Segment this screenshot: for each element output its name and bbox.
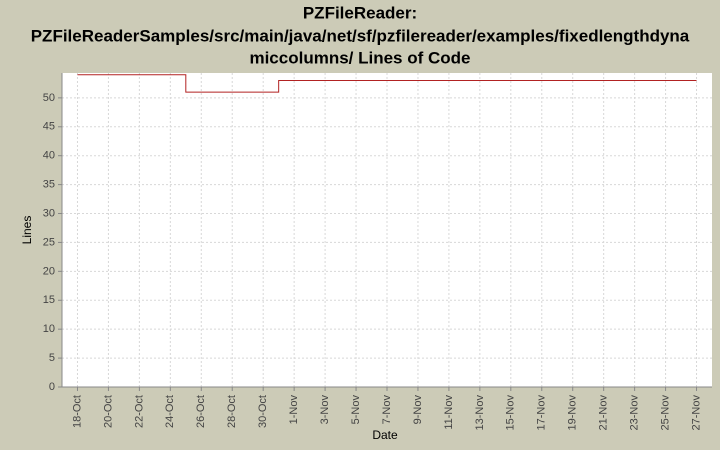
x-tick-label: 24-Oct: [164, 395, 176, 428]
x-tick-label: 28-Oct: [226, 395, 238, 428]
x-tick-label: 27-Nov: [690, 395, 702, 431]
y-tick-label: 5: [49, 352, 55, 364]
line: [77, 74, 697, 93]
chart-title: miccolumns/ Lines of Code: [249, 48, 470, 67]
x-tick-label: 1-Nov: [288, 395, 300, 425]
x-tick-label: 11-Nov: [443, 395, 455, 430]
x-tick-label: 5-Nov: [350, 395, 362, 425]
x-tick-label: 15-Nov: [505, 395, 517, 431]
x-tick-label: 7-Nov: [381, 395, 393, 425]
x-tick-label: 23-Nov: [629, 395, 641, 431]
x-tick-label: 22-Oct: [133, 395, 145, 428]
y-tick-label: 25: [43, 236, 55, 248]
x-tick-label: 18-Oct: [71, 395, 83, 428]
y-tick-label: 30: [43, 207, 55, 219]
x-tick-label: 9-Nov: [412, 395, 424, 425]
chart-title: PZFileReader:: [303, 3, 417, 22]
x-tick-label: 19-Nov: [567, 395, 579, 431]
y-tick-label: 20: [43, 265, 55, 277]
y-tick-label: 35: [43, 179, 55, 191]
x-tick-label: 21-Nov: [598, 395, 610, 431]
y-tick-label: 0: [49, 381, 55, 393]
x-tick-label: 13-Nov: [474, 395, 486, 431]
y-tick-label: 10: [43, 323, 55, 335]
chart-title: PZFileReaderSamples/src/main/java/net/sf…: [31, 26, 690, 45]
y-tick-label: 50: [43, 92, 55, 104]
y-tick-label: 15: [43, 294, 55, 306]
x-axis-label: Date: [372, 428, 398, 442]
x-tick-label: 17-Nov: [536, 395, 548, 431]
y-tick-label: 45: [43, 121, 55, 133]
y-tick-label: 40: [43, 150, 55, 162]
x-tick-label: 20-Oct: [102, 395, 114, 428]
x-tick-label: 25-Nov: [659, 395, 671, 431]
x-tick-label: 3-Nov: [319, 395, 331, 425]
y-axis-label: Lines: [20, 216, 34, 245]
x-tick-label: 30-Oct: [257, 395, 269, 428]
x-tick-label: 26-Oct: [195, 395, 207, 428]
